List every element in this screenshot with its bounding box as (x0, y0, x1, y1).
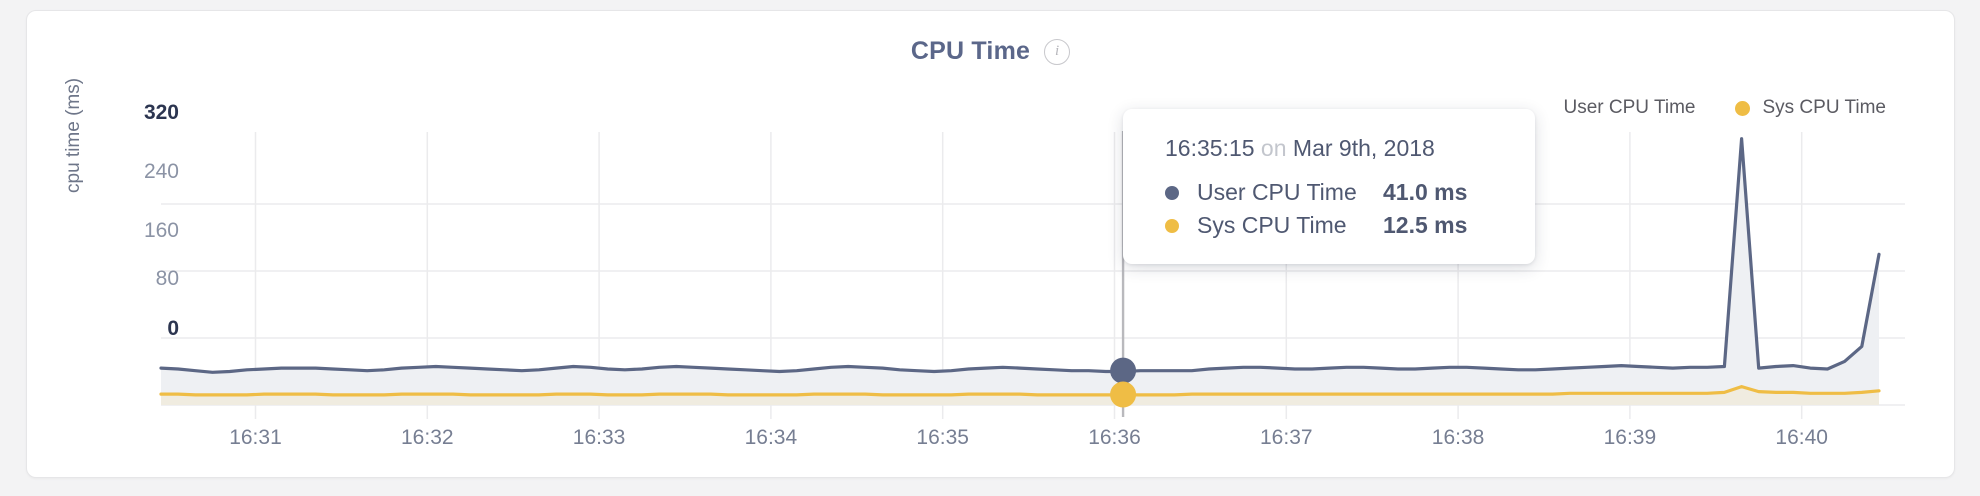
x-tick-16-39: 16:39 (1603, 426, 1657, 449)
x-tick-16-32: 16:32 (401, 426, 454, 449)
tooltip-date: Mar 9th, 2018 (1292, 135, 1435, 161)
chart-canvas[interactable] (27, 11, 1956, 479)
tooltip-on-word: on (1260, 135, 1287, 161)
cpu-time-card: CPU Time i User CPU Time Sys CPU Time cp… (26, 10, 1955, 478)
x-tick-16-37: 16:37 (1260, 426, 1313, 449)
legend-item-sys-cpu-time[interactable]: Sys CPU Time (1735, 97, 1886, 119)
x-tick-16-31: 16:31 (229, 426, 282, 449)
tooltip-dot-sys-icon (1165, 218, 1179, 233)
y-tick-0: 0 (167, 317, 179, 340)
tooltip-value-user: 41.0 ms (1383, 179, 1468, 205)
y-tick-80: 80 (155, 267, 179, 290)
y-axis-title: cpu time (ms) (63, 77, 84, 193)
tooltip-time: 16:35:15 (1165, 135, 1255, 161)
tooltip-dot-user-icon (1165, 185, 1179, 200)
chart-plot-area[interactable]: cpu time (ms) 320 240 160 80 0 16:31 16:3… (27, 11, 1954, 477)
legend-label-user: User CPU Time (1563, 97, 1696, 118)
x-tick-16-34: 16:34 (744, 426, 798, 449)
y-tick-160: 160 (143, 219, 179, 242)
hover-tooltip: 16:35:15 on Mar 9th, 2018 User CPU Time … (1123, 109, 1535, 264)
tooltip-value-sys: 12.5 ms (1383, 212, 1468, 238)
legend-label-sys: Sys CPU Time (1762, 97, 1886, 118)
legend-item-user-cpu-time[interactable]: User CPU Time (1537, 97, 1696, 119)
chart-legend: User CPU Time Sys CPU Time (1537, 97, 1887, 119)
info-circle-icon[interactable]: i (1044, 38, 1071, 65)
x-tick-16-38: 16:38 (1431, 426, 1485, 449)
tooltip-timestamp: 16:35:15 on Mar 9th, 2018 (1123, 131, 1535, 176)
x-tick-16-35: 16:35 (916, 426, 969, 449)
tooltip-row-sys: Sys CPU Time 12.5 ms (1123, 209, 1535, 242)
x-tick-16-33: 16:33 (572, 426, 626, 449)
tooltip-label-sys: Sys CPU Time (1197, 212, 1347, 238)
y-axis-ticks: 320 240 160 80 0 (87, 11, 179, 477)
tooltip-label-user: User CPU Time (1197, 179, 1357, 205)
x-tick-16-40: 16:40 (1775, 426, 1828, 449)
y-tick-320: 320 (143, 101, 179, 124)
x-tick-16-36: 16:36 (1088, 426, 1141, 449)
legend-dot-sys-icon (1735, 100, 1751, 116)
y-tick-240: 240 (143, 160, 179, 183)
tooltip-row-user: User CPU Time 41.0 ms (1123, 176, 1535, 209)
